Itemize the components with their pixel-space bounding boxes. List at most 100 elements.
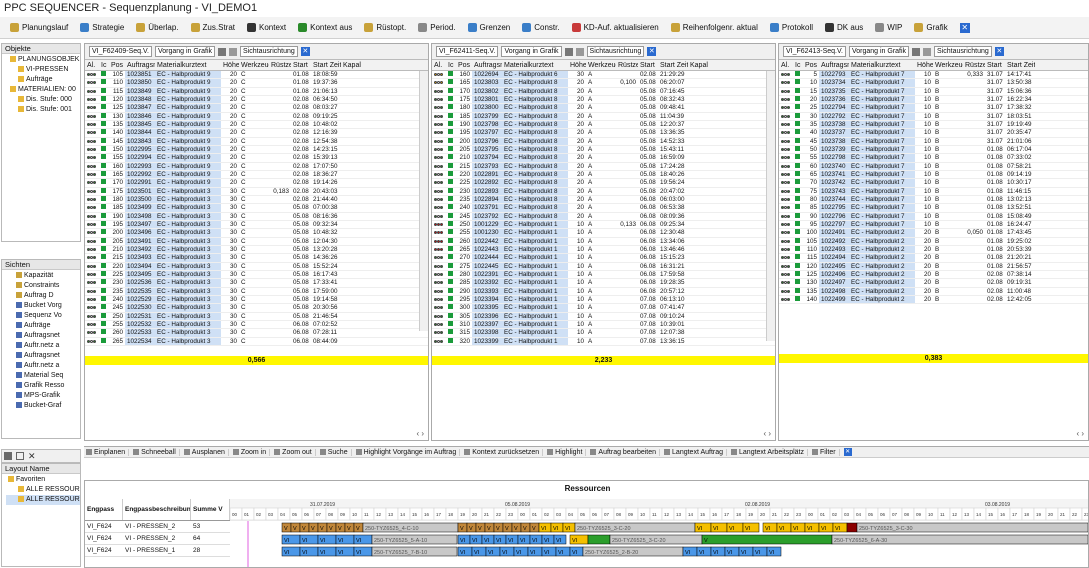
table-row[interactable]: 125 1023847 EC - Halbprodukt 9 20 C 02.08 08:0… — [85, 104, 428, 113]
print-icon[interactable] — [923, 47, 932, 56]
column-header[interactable]: Materialkurztext — [157, 62, 207, 69]
column-header[interactable]: Höhe — [223, 62, 239, 69]
table-row[interactable]: 55 1022798 EC - Halbprodukt 7 10 B 01.08 07:33… — [779, 154, 1088, 163]
column-header[interactable]: Materialkurztext — [851, 62, 901, 69]
view-item[interactable]: Constraints — [6, 281, 80, 291]
column-header[interactable]: Ic — [448, 62, 454, 69]
layout-item[interactable]: ALLE RESSOUR — [6, 485, 80, 495]
column-header[interactable]: Pos — [458, 62, 471, 69]
table-row[interactable]: 115 1023849 EC - Halbprodukt 9 20 C 01.08 21:0… — [85, 87, 428, 96]
table-row[interactable]: 125 1022496 EC - Halbprodukt 2 20 B 02.08 07:3… — [779, 270, 1088, 280]
table-row[interactable]: 260 1022442 EC - Halbprodukt 1 10 A 06.08 13:3… — [432, 237, 775, 246]
gantt-tool-8[interactable]: Highlight — [547, 448, 587, 456]
toolbar-button-6[interactable]: Rüstopt. — [358, 19, 412, 37]
table-row[interactable]: 170 1023802 EC - Halbprodukt 8 20 A 05.08 07:1… — [432, 87, 775, 96]
gantt-tool-10[interactable]: Langtext Auftrag — [664, 448, 728, 456]
table-row[interactable]: 290 1023393 EC - Halbprodukt 1 10 A 06.08 20:5… — [432, 287, 775, 296]
table-row[interactable]: 30 1022792 EC - Halbprodukt 7 10 B 31.07 18:03… — [779, 112, 1088, 121]
gantt-tool-0[interactable]: Einplanen — [86, 448, 130, 456]
column-header[interactable]: Start — [293, 62, 308, 69]
save-icon[interactable] — [4, 452, 12, 460]
tree-item[interactable]: VI-PRESSEN — [4, 65, 80, 75]
view-item[interactable]: Auftr.netz a — [6, 341, 80, 351]
close-icon[interactable]: ✕ — [843, 448, 852, 456]
table-row[interactable]: 135 1022498 EC - Halbprodukt 2 20 B 02.08 11:0… — [779, 287, 1088, 296]
close-icon[interactable]: ✕ — [647, 47, 657, 56]
close-icon[interactable]: ✕ — [994, 47, 1004, 56]
table-row[interactable]: 265 1022443 EC - Halbprodukt 1 10 A 06.08 13:4… — [432, 245, 775, 255]
tree-item[interactable]: Dis. Stufe: 000 — [4, 95, 80, 105]
table-row[interactable]: 265 1022534 EC - Halbprodukt 3 30 C 06.08 08:4… — [85, 337, 428, 346]
graph-button[interactable]: Vorgang in Grafik — [501, 46, 562, 57]
column-header[interactable]: Al. — [434, 62, 443, 69]
toolbar-button-14[interactable]: WIP — [869, 19, 908, 37]
table-row[interactable]: 260 1022533 EC - Halbprodukt 3 30 C 06.08 07:2… — [85, 329, 428, 338]
gantt-tool-11[interactable]: Langtext Arbeitsplätz — [731, 448, 809, 456]
table-row[interactable]: 50 1023739 EC - Halbprodukt 7 10 B 01.08 06:17… — [779, 145, 1088, 155]
view-align-button[interactable]: Sichtausrichtung — [934, 46, 992, 57]
table-row[interactable]: 225 1023495 EC - Halbprodukt 3 30 C 05.08 16:1… — [85, 270, 428, 280]
table-row[interactable]: 5 1022793 EC - Halbprodukt 7 10 B 0,333 31.07 1… — [779, 71, 1088, 80]
table-row[interactable]: 115 1022494 EC - Halbprodukt 2 20 B 01.08 21:2… — [779, 254, 1088, 263]
table-row[interactable]: 175 1023501 EC - Halbprodukt 3 30 C 0,183 02.0… — [85, 187, 428, 196]
table-row[interactable]: 130 1022497 EC - Halbprodukt 2 20 B 02.08 09:1… — [779, 279, 1088, 288]
table-row[interactable]: 220 1023494 EC - Halbprodukt 3 30 C 05.08 15:5… — [85, 262, 428, 271]
vertical-scrollbar[interactable] — [419, 71, 428, 331]
table-row[interactable]: 135 1023845 EC - Halbprodukt 9 20 C 02.08 10:4… — [85, 120, 428, 130]
toolbar-button-4[interactable]: Kontext — [241, 19, 292, 37]
gantt-tool-5[interactable]: Suche — [319, 448, 352, 456]
view-item[interactable]: Aufträge — [6, 321, 80, 331]
table-row[interactable]: 110 1022493 EC - Halbprodukt 2 20 B 01.08 20:5… — [779, 245, 1088, 255]
tree-item[interactable]: Aufträge — [4, 75, 80, 85]
column-header[interactable]: Start — [987, 62, 1002, 69]
table-row[interactable]: 105 1023851 EC - Halbprodukt 9 20 C 01.08 18:0… — [85, 71, 428, 80]
delete-icon[interactable]: ✕ — [28, 451, 36, 461]
column-header[interactable]: Werkzeug — [588, 62, 616, 69]
table-row[interactable]: 120 1023848 EC - Halbprodukt 9 20 C 02.08 06:3… — [85, 95, 428, 105]
table-row[interactable]: 195 1023497 EC - Halbprodukt 3 30 C 05.08 09:3… — [85, 220, 428, 230]
table-row[interactable]: 20 1023736 EC - Halbprodukt 7 10 B 31.07 16:22… — [779, 95, 1088, 105]
table-row[interactable]: 145 1023843 EC - Halbprodukt 9 20 C 02.08 12:5… — [85, 137, 428, 146]
table-row[interactable]: 270 1022444 EC - Halbprodukt 1 10 A 06.08 15:1… — [432, 254, 775, 263]
column-header[interactable]: Pos — [805, 62, 818, 69]
view-item[interactable]: Auftragsnet — [6, 331, 80, 341]
table-row[interactable]: 140 1023844 EC - Halbprodukt 9 20 C 02.08 12:1… — [85, 129, 428, 138]
table-row[interactable]: 230 1022893 EC - Halbprodukt 8 20 A 05.08 20:4… — [432, 187, 775, 196]
scroll-arrows[interactable]: ‹ › — [1076, 429, 1084, 438]
column-header[interactable]: Pos — [111, 62, 124, 69]
print-icon[interactable] — [575, 47, 584, 56]
column-header[interactable]: Ic — [795, 62, 801, 69]
table-row[interactable]: 300 1023395 EC - Halbprodukt 1 10 A 07.08 07:4… — [432, 304, 775, 313]
table-row[interactable]: 205 1023795 EC - Halbprodukt 8 20 A 05.08 15:4… — [432, 145, 775, 155]
table-row[interactable]: 175 1023801 EC - Halbprodukt 8 20 A 05.08 08:3… — [432, 95, 775, 105]
column-header[interactable]: Start — [640, 62, 655, 69]
table-row[interactable]: 190 1023798 EC - Halbprodukt 8 20 A 05.08 12:2… — [432, 120, 775, 130]
table-row[interactable]: 85 1022795 EC - Halbprodukt 7 10 B 01.08 13:52… — [779, 204, 1088, 213]
table-row[interactable]: 200 1023496 EC - Halbprodukt 3 30 C 05.08 10:4… — [85, 229, 428, 238]
toolbar-close-button[interactable]: ✕ — [954, 19, 976, 37]
table-row[interactable]: 95 1022797 EC - Halbprodukt 7 10 B 01.08 16:24… — [779, 220, 1088, 230]
toolbar-button-3[interactable]: Zus.Strat — [185, 19, 241, 37]
toolbar-button-5[interactable]: Kontext aus — [292, 19, 358, 37]
toolbar-button-11[interactable]: Reihenfolgenr. aktual — [665, 19, 764, 37]
view-item[interactable]: Bucket Vorg — [6, 301, 80, 311]
table-row[interactable]: 220 1022891 EC - Halbprodukt 8 20 A 05.08 18:4… — [432, 170, 775, 180]
view-item[interactable]: Bucket-Graf — [6, 401, 80, 411]
view-item[interactable]: Auftrag D — [6, 291, 80, 301]
table-row[interactable]: 240 1022529 EC - Halbprodukt 3 30 C 05.08 19:1… — [85, 295, 428, 305]
column-header[interactable]: Materialkurztext — [504, 62, 554, 69]
toolbar-button-0[interactable]: Planungslauf — [4, 19, 74, 37]
table-row[interactable]: 10 1023734 EC - Halbprodukt 7 10 B 31.07 13:50… — [779, 79, 1088, 88]
table-row[interactable]: 320 1023399 EC - Halbprodukt 1 10 A 07.08 13:3… — [432, 337, 775, 346]
table-row[interactable]: 250 1001229 EC - Halbprodukt 1 10 A 0,133 06.0… — [432, 220, 775, 230]
table-row[interactable]: 245 1022530 EC - Halbprodukt 3 30 C 05.08 20:3… — [85, 304, 428, 313]
toolbar-button-13[interactable]: DK aus — [819, 19, 869, 37]
table-row[interactable]: 45 1023738 EC - Halbprodukt 7 10 B 31.07 21:01… — [779, 137, 1088, 146]
gantt-tool-1[interactable]: Schneeball — [133, 448, 180, 456]
gantt-tool-6[interactable]: Highlight Vorgänge im Auftrag — [355, 448, 461, 456]
view-item[interactable]: Grafik Resso — [6, 381, 80, 391]
toolbar-button-2[interactable]: Überlap. — [130, 19, 184, 37]
column-header[interactable]: Höhe — [917, 62, 933, 69]
table-row[interactable]: 235 1022894 EC - Halbprodukt 8 20 A 06.08 06:0… — [432, 195, 775, 205]
gantt-tool-4[interactable]: Zoom out — [274, 448, 316, 456]
